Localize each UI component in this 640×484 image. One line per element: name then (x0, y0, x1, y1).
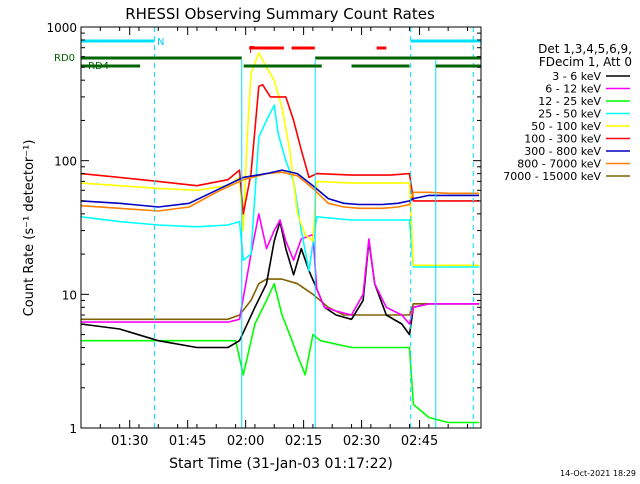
series-line-50-100-kev (80, 52, 480, 267)
night-label: N (157, 37, 164, 48)
x-axis-ticks: 01:30 01:45 02:00 02:15 02:30 02:45 (80, 27, 468, 449)
y-axis-label: Count Rate (s⁻¹ detector⁻¹) (22, 140, 37, 317)
series-line-800-7000-kev (80, 171, 480, 212)
legend-label: 6 - 12 keV (545, 83, 601, 96)
legend-label: 50 - 100 keV (531, 120, 601, 133)
legend-label: 12 - 25 keV (538, 95, 601, 108)
legend-label: 800 - 7000 keV (517, 158, 601, 171)
legend-label: 3 - 6 keV (552, 70, 601, 83)
series-line-300-800-kev (80, 169, 480, 208)
legend-header-line-2: FDecim 1, Att 0 (539, 55, 632, 69)
y-tick-label: 1 (69, 422, 77, 436)
legend-label: 7000 - 15000 keV (503, 170, 601, 183)
timestamp: 14-Oct-2021 18:29 (560, 469, 636, 478)
legend-label: 300 - 800 keV (524, 145, 601, 158)
series-line-3-6-kev (80, 220, 480, 349)
y-tick-label: 10 (62, 288, 77, 302)
series-line-100-300-kev (80, 83, 480, 215)
rd0-label: RD0 (54, 53, 75, 64)
x-tick-label: 01:30 (111, 434, 148, 449)
x-axis-label: Start Time (31-Jan-03 01:17:22) (169, 456, 393, 472)
plot-frame (80, 26, 482, 429)
legend: Det 1,3,4,5,6,9, FDecim 1, Att 0 3 - 6 k… (503, 42, 632, 183)
series-layer (80, 52, 480, 424)
legend-label: 100 - 300 keV (524, 133, 601, 146)
chart-title: RHESSI Observing Summary Count Rates (125, 5, 435, 23)
legend-header-line-1: Det 1,3,4,5,6,9, (538, 42, 632, 56)
y-tick-label: 100 (54, 155, 77, 169)
y-tick-label: 1000 (46, 21, 77, 35)
rd4-label: RD4 (88, 61, 109, 72)
series-line-7000-15000-kev (81, 278, 480, 321)
x-tick-label: 02:30 (343, 434, 380, 449)
series-line-25-50-kev (80, 104, 480, 272)
flare-label: F (249, 45, 255, 56)
x-tick-label: 02:00 (227, 434, 264, 449)
y-axis-ticks: 1 10 100 1000 (46, 21, 481, 436)
x-tick-label: 02:45 (401, 434, 438, 449)
series-line-12-25-kev (81, 282, 480, 424)
x-tick-label: 01:45 (169, 434, 206, 449)
x-tick-label: 02:15 (285, 434, 322, 449)
marker-layer (81, 27, 481, 428)
legend-label: 25 - 50 keV (538, 108, 601, 121)
